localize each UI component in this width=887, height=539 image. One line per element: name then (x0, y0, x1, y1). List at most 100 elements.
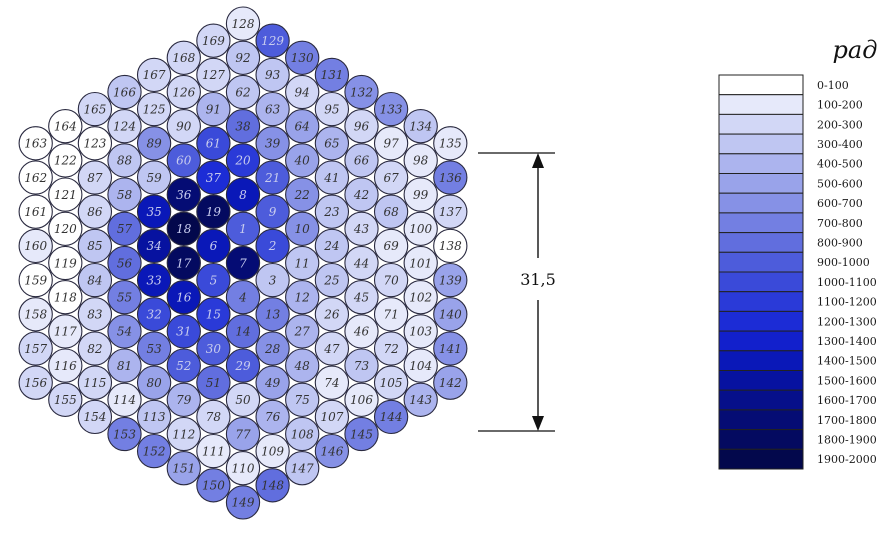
fuel-cell: 7 (225, 245, 261, 281)
fuel-cell: 44 (344, 245, 379, 281)
fuel-cell-circle (344, 143, 379, 178)
fuel-cell: 110 (225, 451, 261, 486)
fuel-cell-circle (136, 126, 172, 161)
fuel-cell: 29 (225, 348, 261, 383)
fuel-cell-circle (136, 228, 172, 264)
fuel-cell-circle (314, 57, 350, 93)
fuel-cell-circle (107, 416, 142, 452)
fuel-cell: 118 (48, 280, 83, 315)
fuel-cell-number: 54 (117, 325, 132, 339)
fuel-cell-number: 80 (146, 376, 162, 390)
fuel-cell-circle (314, 91, 350, 127)
fuel-cell-circle (225, 211, 261, 246)
fuel-cell-number: 36 (176, 188, 192, 202)
fuel-cell-number: 169 (202, 34, 225, 48)
fuel-cell: 142 (433, 365, 468, 400)
fuel-cell-number: 110 (232, 462, 255, 476)
fuel-cell: 132 (344, 74, 379, 110)
fuel-cell: 72 (373, 331, 409, 366)
arrow-up-icon (532, 153, 544, 168)
fuel-cell: 39 (255, 126, 290, 161)
fuel-cell: 36 (166, 177, 201, 212)
fuel-cell: 162 (18, 160, 53, 195)
fuel-cell-number: 154 (83, 410, 106, 424)
fuel-cell-circle (166, 314, 201, 349)
fuel-cell: 2 (255, 228, 290, 264)
fuel-cell-number: 29 (234, 359, 251, 373)
fuel-cell: 114 (107, 382, 142, 417)
fuel-cell: 60 (166, 143, 201, 178)
fuel-cell: 145 (344, 416, 379, 452)
fuel-cell: 164 (48, 109, 83, 144)
fuel-cell-circle (314, 262, 350, 298)
fuel-cell: 111 (196, 433, 231, 469)
fuel-cell-circle (18, 126, 53, 161)
fuel-cell-circle (344, 211, 379, 246)
fuel-cell-circle (225, 143, 261, 178)
fuel-cell-circle (196, 23, 231, 58)
fuel-cell: 160 (18, 228, 53, 264)
fuel-cell-circle (196, 331, 231, 366)
fuel-cell-number: 130 (291, 51, 314, 65)
fuel-cell-circle (18, 331, 53, 366)
fuel-cell-number: 63 (265, 102, 281, 116)
fuel-cell: 113 (136, 399, 172, 435)
fuel-cell-number: 98 (413, 154, 429, 168)
fuel-cell-circle (196, 194, 231, 229)
fuel-cell: 166 (107, 74, 142, 110)
fuel-cell-circle (255, 126, 290, 161)
fuel-cell-number: 139 (439, 273, 462, 287)
fuel-cell: 163 (18, 126, 53, 161)
fuel-cell: 76 (255, 399, 290, 435)
fuel-cell-number: 152 (143, 444, 166, 458)
fuel-cell: 95 (314, 91, 350, 127)
fuel-cell-number: 127 (202, 68, 225, 82)
fuel-cell-circle (344, 314, 379, 349)
fuel-cell-circle (196, 57, 231, 93)
legend-swatch (718, 192, 804, 214)
fuel-cell-circle (48, 280, 83, 315)
color-legend: рад 0-100 100-200 200-300 300-400 400-500 500… (718, 36, 877, 470)
fuel-cell: 25 (314, 262, 350, 298)
fuel-cell-number: 33 (146, 273, 162, 287)
fuel-cell-circle (107, 211, 142, 246)
fuel-cell-circle (285, 416, 320, 452)
fuel-cell-number: 61 (206, 137, 221, 151)
legend-range-label: 1600-1700 (817, 394, 877, 407)
fuel-cell: 130 (285, 40, 320, 75)
fuel-cell-circle (285, 314, 320, 349)
fuel-cell: 41 (314, 160, 350, 195)
fuel-cell: 64 (285, 109, 320, 144)
fuel-cell-number: 126 (172, 85, 195, 99)
fuel-cell-number: 113 (143, 410, 166, 424)
fuel-cell-circle (433, 194, 468, 229)
fuel-cell: 34 (136, 228, 172, 264)
fuel-cell: 16 (166, 280, 201, 315)
fuel-cell-number: 83 (87, 308, 103, 322)
fuel-cell-number: 6 (210, 239, 218, 253)
fuel-cell: 88 (107, 143, 142, 178)
fuel-cell: 28 (255, 331, 290, 366)
fuel-cell-number: 7 (239, 256, 247, 270)
fuel-cell: 30 (196, 331, 231, 366)
fuel-cell: 116 (48, 348, 83, 383)
fuel-cell-number: 123 (83, 137, 106, 151)
fuel-cell-circle (196, 297, 231, 332)
fuel-cell-circle (48, 109, 83, 144)
fuel-cell-circle (225, 40, 261, 75)
fuel-cell-circle (285, 382, 320, 417)
fuel-cell-number: 90 (176, 120, 192, 134)
fuel-cell-number: 79 (176, 393, 192, 407)
fuel-cell-number: 96 (354, 120, 370, 134)
fuel-cell: 129 (255, 23, 290, 58)
fuel-cell: 139 (433, 262, 468, 298)
fuel-cell-number: 72 (383, 342, 398, 356)
legend-swatch (718, 232, 804, 253)
fuel-cell-circle (285, 451, 320, 486)
fuel-cell-circle (77, 297, 113, 332)
fuel-cell: 128 (225, 6, 261, 41)
fuel-cell: 115 (77, 365, 113, 400)
fuel-cell: 107 (314, 399, 350, 435)
fuel-cell-circle (285, 211, 320, 246)
fuel-cell: 47 (314, 331, 350, 366)
